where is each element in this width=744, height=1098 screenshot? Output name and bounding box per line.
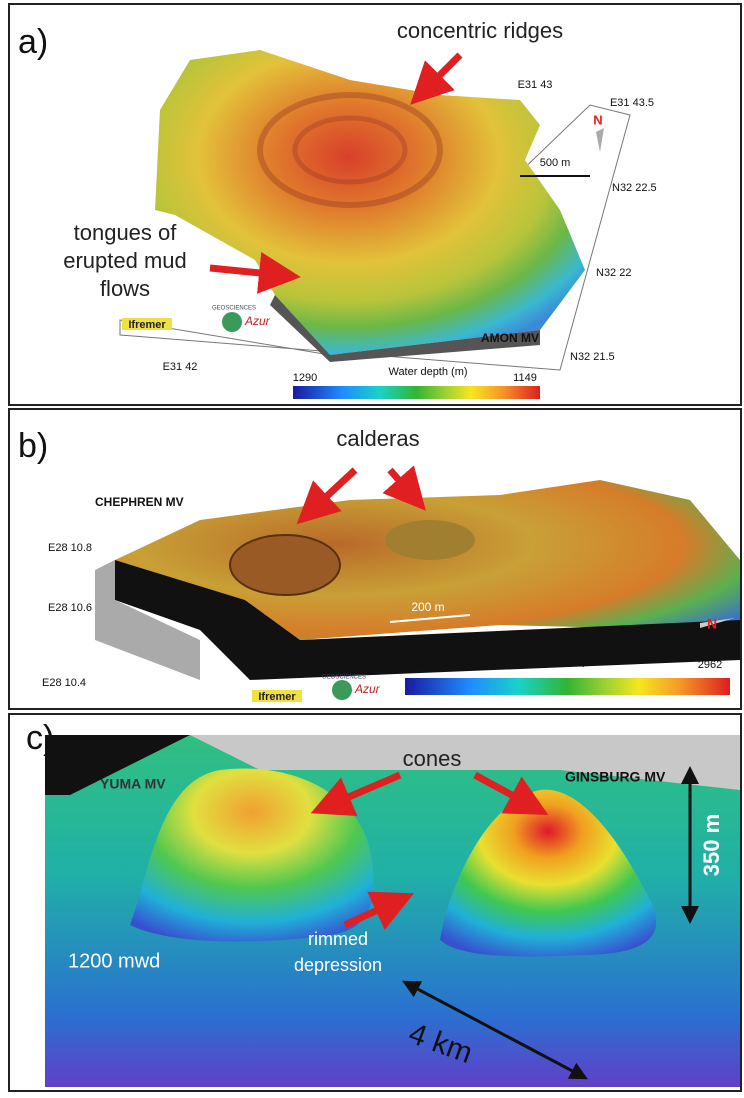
colorbar-max: 1149 [513,372,537,384]
coord-label: N32 6.6 [298,656,337,668]
coord-label: N32 22.5 [612,182,657,194]
annotation: cones [403,746,462,771]
colorbar-title: Water depth (m) [493,652,586,667]
logo-globe [332,680,352,700]
coord-label: N32 22 [596,267,631,279]
depth-label: 1200 mwd [68,950,160,972]
site-name: YUMA MV [100,776,166,792]
ginsburg-cone [440,789,657,957]
colorbar [293,386,540,399]
annotation: depression [294,955,382,975]
annotation: concentric ridges [397,18,563,43]
north-label: N [707,616,717,632]
coord-label: E31 42 [163,361,198,373]
arrow [410,52,463,105]
logo-globe [222,312,242,332]
site-name: GINSBURG MV [565,769,666,785]
coord-label: N32 6.4 [461,641,500,653]
logo-text: GEOSCIENCES [212,306,256,312]
arrow [209,252,301,294]
annotation: flows [100,276,150,301]
site-name: CHEPHREN MV [95,495,184,509]
coord-label: N32 21.5 [570,351,615,363]
colorbar-title: Water depth (m) [388,366,467,378]
arrow [310,771,402,817]
annotation: erupted mud [63,248,187,273]
annotation: rimmed [308,929,368,949]
panel-label: a) [18,23,48,61]
north-arrow [700,618,735,628]
scale-label: 200 m [411,600,444,614]
backdrop [45,735,190,795]
panel-label: c) [26,719,54,757]
caldera [385,520,475,560]
coord-label: E31 43.5 [610,97,654,109]
height-label: 350 m [699,814,724,876]
scale-bar [389,614,471,623]
colorbar-min: 1290 [293,372,317,384]
logo-text: GEOSCIENCES [322,675,366,681]
coord-label: E28 10.4 [42,677,86,689]
colorbar-max: 2962 [698,659,722,671]
caldera [229,534,341,596]
coord-label: E28 10.6 [48,602,92,614]
annotation: tongues of [74,220,178,245]
panel-label: b) [18,427,48,465]
arrow [473,771,549,816]
north-label: N [593,112,602,127]
terrain-side [270,295,540,362]
arrow [296,467,358,525]
ridges [257,92,443,208]
site-name: AMON MV [481,331,539,345]
coord-label: N32 6.2 [618,628,657,640]
distance-arrow [402,980,588,1080]
logo-text: Azur [244,314,271,328]
logo-bg [252,690,302,702]
arrow [343,891,415,930]
backdrop [190,735,740,790]
terrain-side [115,560,740,680]
colorbar [405,678,730,695]
scale-label: 500 m [540,157,571,169]
logo-bg [122,318,172,330]
logo-text: Ifremer [128,319,166,331]
arrow [382,465,426,511]
colorbar-min: 3008 [406,659,430,671]
terrain-wall [95,560,200,680]
annotation: calderas [336,426,419,451]
coord-label: E28 10.8 [48,542,92,554]
north-arrow [596,128,604,152]
ridges [292,115,408,185]
logo-text: Azur [354,682,381,696]
amon-terrain [155,50,585,355]
chephren-terrain [115,480,740,640]
coord-label: E31 43 [518,79,553,91]
logo-text: Ifremer [258,691,296,703]
